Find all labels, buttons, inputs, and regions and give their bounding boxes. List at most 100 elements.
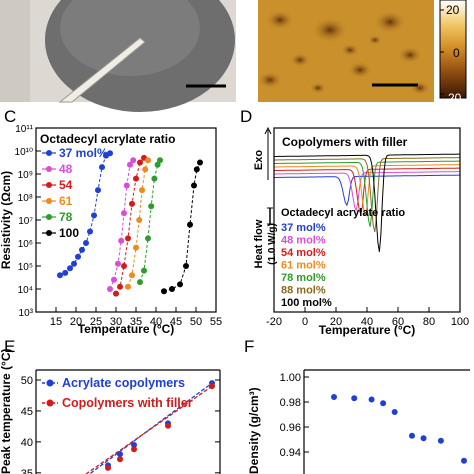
x-tick-label: 25 <box>90 316 102 328</box>
afm-texture-spot <box>266 10 294 30</box>
data-point <box>161 288 167 295</box>
data-point <box>145 157 151 164</box>
y-tick-label: 10⁸ <box>18 193 33 204</box>
data-point <box>142 166 149 173</box>
data-point <box>368 396 375 403</box>
x-tick-label: 55 <box>210 316 222 328</box>
x-tick-label: 15 <box>50 316 62 328</box>
colorbar <box>439 0 467 99</box>
data-point <box>121 263 127 269</box>
x-tick-label: 50 <box>190 316 202 328</box>
afm-texture-spot <box>258 71 282 89</box>
series-line <box>163 162 201 292</box>
y-tick-label: 35 <box>21 468 33 474</box>
y-tick-label: 10⁵ <box>18 262 33 273</box>
chart-c-plot <box>57 150 203 297</box>
data-point <box>331 394 337 400</box>
legend-label: 61 <box>59 194 73 208</box>
afm-panel: 20 0 -20 <box>258 0 467 105</box>
data-point <box>129 200 135 207</box>
y-tick-label: 10⁶ <box>18 239 33 250</box>
chart-d-title: Copolymers with filler <box>282 135 408 149</box>
data-point <box>187 221 193 228</box>
data-point <box>165 422 171 429</box>
data-point <box>117 283 123 290</box>
legend-label: 78 <box>59 210 73 224</box>
legend-marker <box>46 399 54 407</box>
colorbar-tick: 20 <box>446 3 460 17</box>
chart-d-legend: 37 mol%48 mol%54 mol%61 mol%78 mol%88 mo… <box>281 222 332 309</box>
x-tick-label: 20 <box>330 316 342 328</box>
legend-label: 78 mol% <box>281 272 326 284</box>
data-point <box>125 283 131 290</box>
data-point <box>409 432 415 439</box>
data-point <box>437 437 444 444</box>
data-point <box>177 281 183 288</box>
data-point <box>67 265 73 272</box>
data-point <box>130 157 137 164</box>
data-point <box>148 203 155 210</box>
data-point <box>137 159 143 166</box>
data-point <box>129 272 135 279</box>
x-tick-label: 80 <box>423 316 435 328</box>
chart-f-ylabel: Density (g/cm³) <box>247 387 261 474</box>
legend-marker <box>46 230 52 236</box>
afm-texture-spot <box>398 46 422 64</box>
panel-letter-f: F <box>244 337 254 356</box>
x-tick-label: 60 <box>392 316 404 328</box>
legend-label: 54 <box>59 178 73 192</box>
film-highlight <box>60 0 200 76</box>
data-point <box>118 237 125 244</box>
chart-e-plot <box>84 380 215 474</box>
data-point <box>117 456 123 463</box>
data-point <box>133 175 139 182</box>
data-point <box>169 286 175 292</box>
x-tick-label: 40 <box>150 316 162 328</box>
exo-arrow-icon <box>264 126 272 135</box>
x-tick-label: 40 <box>361 316 373 328</box>
y-tick-label: 10¹¹ <box>15 124 33 135</box>
y-tick-label: 45 <box>21 406 33 418</box>
data-point <box>71 260 77 267</box>
data-point <box>62 269 69 276</box>
y-tick-label: 10¹⁰ <box>15 147 33 158</box>
afm-texture-spot <box>310 82 326 94</box>
x-tick-label: 20 <box>70 316 82 328</box>
data-point <box>113 290 119 297</box>
chart-e-ylabel: Peak temperature (°C) <box>0 348 13 474</box>
x-tick-label: 30 <box>110 316 122 328</box>
chart-d-scale-label: (1.0 W/g) <box>267 223 278 265</box>
data-point <box>79 246 85 253</box>
data-point <box>461 457 467 464</box>
data-point <box>131 446 137 453</box>
x-tick-label: 45 <box>170 316 182 328</box>
data-point <box>131 441 137 448</box>
y-tick-label: 10⁴ <box>18 285 33 296</box>
legend-marker <box>46 379 54 387</box>
chart-d-ylabel: Heat flow <box>253 219 265 268</box>
dsc-curve <box>274 160 460 227</box>
data-point <box>111 276 117 283</box>
chart-c: 15 20 25 30 35 40 45 50 55 10³ 10⁴ 10⁵ 10⁶ 10⁷ 10⁸ 10⁹ 1… <box>0 124 222 336</box>
data-point <box>420 435 427 442</box>
y-tick-label: 10³ <box>19 308 34 319</box>
chart-d-legend-title: Octadecyl acrylate ratio <box>281 207 405 219</box>
legend-label: 37 mol% <box>59 146 108 160</box>
legend-label: 54 mol% <box>281 247 326 259</box>
legend-marker <box>46 198 52 204</box>
afm-texture-spot <box>410 81 430 95</box>
legend-label: 48 mol% <box>281 235 326 247</box>
data-point <box>197 159 203 166</box>
afm-texture-spot <box>290 53 310 67</box>
data-point <box>75 253 81 260</box>
legend-label: 37 mol% <box>281 222 326 234</box>
legend-label: 48 <box>59 162 73 176</box>
dsc-curve <box>274 174 460 207</box>
data-point <box>115 260 121 267</box>
data-point <box>191 182 197 189</box>
data-point <box>123 182 130 189</box>
data-point <box>141 267 147 274</box>
chart-e-legend: Acrylate copolymers Copolymers with fille… <box>42 376 193 410</box>
legend-marker <box>46 182 52 188</box>
